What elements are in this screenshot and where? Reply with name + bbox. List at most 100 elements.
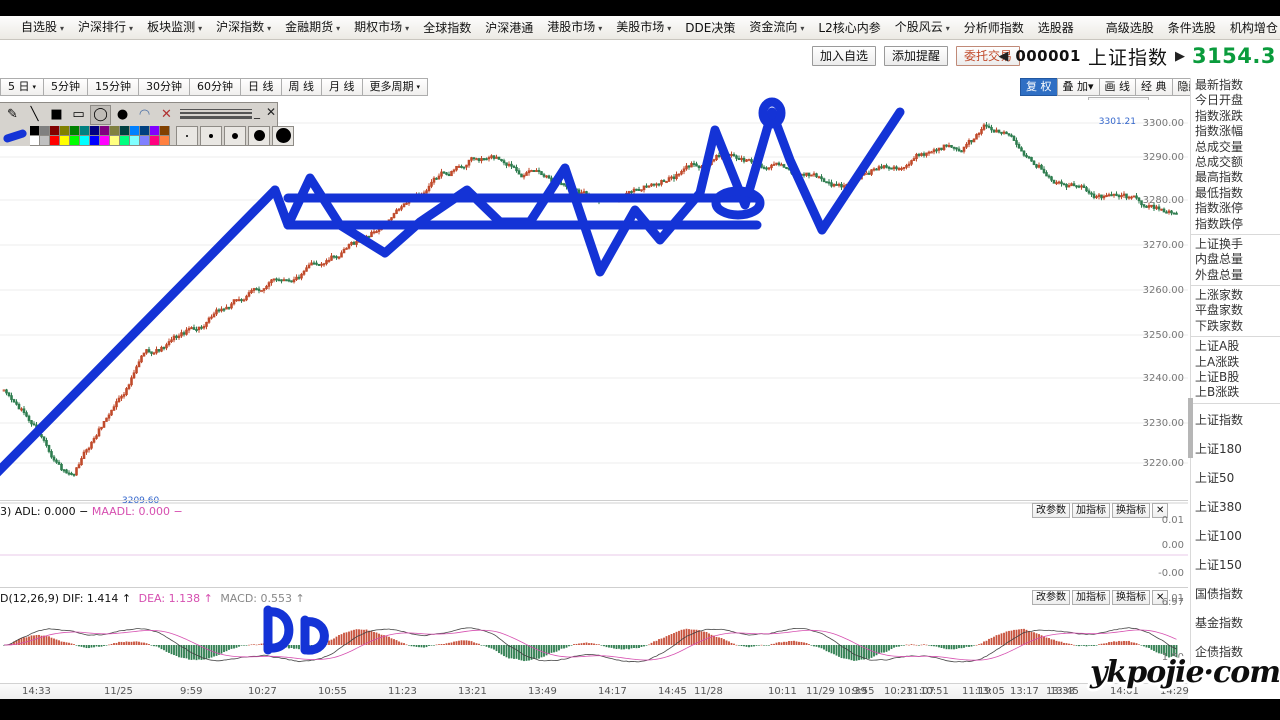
line-width-selector[interactable]: [180, 106, 252, 122]
drawing-toolbar-window[interactable]: ✎ ╲ ■ ▭ ◯ ● ◠ ✕ _ ✕: [0, 102, 294, 146]
color-swatch[interactable]: [80, 135, 90, 146]
color-swatch[interactable]: [150, 125, 160, 136]
color-swatch[interactable]: [130, 135, 140, 146]
sidebar-field-4-8[interactable]: 企债指数: [1195, 644, 1244, 659]
sidebar-field-1-0[interactable]: 上证换手: [1195, 236, 1244, 251]
menu-item-12[interactable]: L2核心内参: [811, 18, 887, 38]
quote-button-0[interactable]: 加入自选: [811, 46, 876, 66]
ellipse-tool-icon[interactable]: ◯: [90, 104, 111, 125]
period-button-6[interactable]: 周 线: [280, 78, 322, 96]
color-swatch[interactable]: [140, 125, 150, 136]
menu-item-1[interactable]: 沪深排行 ▾: [71, 17, 140, 39]
period-button-7[interactable]: 月 线: [321, 78, 362, 96]
menu-item-10[interactable]: DDE决策: [678, 18, 742, 38]
sidebar-field-4-4[interactable]: 上证100: [1195, 528, 1242, 543]
color-swatch[interactable]: [120, 125, 130, 136]
color-swatch[interactable]: [140, 135, 150, 146]
sidebar-field-0-9[interactable]: 指数跌停: [1195, 216, 1244, 231]
line-tool-icon[interactable]: ╲: [24, 104, 45, 125]
period-button-8[interactable]: 更多周期 ▾: [361, 78, 429, 96]
sidebar-field-0-2[interactable]: 指数涨跌: [1195, 108, 1244, 123]
menu-item-6[interactable]: 全球指数: [416, 18, 478, 38]
chart-option-2[interactable]: 画 线: [1098, 78, 1136, 96]
quote-button-2[interactable]: 委托交易: [955, 46, 1020, 66]
color-swatch[interactable]: [160, 135, 170, 146]
color-swatch[interactable]: [40, 125, 50, 136]
sidebar-field-3-2[interactable]: 上证B股: [1195, 370, 1240, 385]
menu-item-13[interactable]: 个股风云 ▾: [888, 17, 957, 39]
panel-button-1[interactable]: 加指标: [1072, 503, 1110, 518]
brush-size-3[interactable]: [248, 125, 270, 146]
sidebar-field-2-1[interactable]: 平盘家数: [1195, 303, 1244, 318]
color-swatch[interactable]: [70, 135, 80, 146]
period-button-1[interactable]: 5分钟: [43, 78, 88, 96]
color-swatch[interactable]: [110, 135, 120, 146]
color-swatch[interactable]: [60, 135, 70, 146]
sidebar-field-4-0[interactable]: 上证指数: [1195, 412, 1244, 427]
color-swatch[interactable]: [70, 125, 80, 136]
menu-item-4[interactable]: 金融期货 ▾: [278, 17, 347, 39]
color-swatch[interactable]: [100, 125, 110, 136]
sidebar-field-0-4[interactable]: 总成交量: [1195, 139, 1244, 154]
sidebar-field-4-5[interactable]: 上证150: [1195, 557, 1242, 572]
panel-button-0[interactable]: 改参数: [1032, 590, 1070, 605]
rect-tool-icon[interactable]: ▭: [68, 104, 89, 125]
sidebar-field-0-1[interactable]: 今日开盘: [1195, 93, 1244, 108]
menu-item-0[interactable]: 自选股 ▾: [14, 17, 71, 39]
color-swatch[interactable]: [100, 135, 110, 146]
color-swatch[interactable]: [30, 135, 40, 146]
sidebar-field-3-3[interactable]: 上B涨跌: [1195, 385, 1240, 400]
menu-item-15[interactable]: 选股器: [1031, 18, 1081, 38]
color-swatch[interactable]: [30, 125, 40, 136]
index-field-sidebar[interactable]: 最新指数 今日开盘 指数涨跌 指数涨幅 总成交量 总成交额 最高指数 最低指数 指数涨停 指数跌停…: [1188, 78, 1280, 684]
color-swatch[interactable]: [40, 135, 50, 146]
color-swatch[interactable]: [50, 135, 60, 146]
menu-item-16[interactable]: 高级选股: [1099, 18, 1161, 38]
sidebar-field-2-0[interactable]: 上涨家数: [1195, 288, 1244, 303]
sidebar-field-4-1[interactable]: 上证180: [1195, 441, 1242, 456]
color-swatch[interactable]: [150, 135, 160, 146]
color-swatch-grid[interactable]: [30, 125, 170, 146]
panel-button-2[interactable]: 换指标: [1112, 503, 1150, 518]
minimize-icon[interactable]: _: [254, 105, 260, 119]
next-symbol-arrow[interactable]: ▶: [1174, 48, 1185, 64]
brush-size-0[interactable]: [176, 125, 198, 146]
sidebar-field-1-2[interactable]: 外盘总量: [1195, 267, 1244, 282]
sidebar-field-2-2[interactable]: 下跌家数: [1195, 318, 1244, 333]
close-icon[interactable]: ✕: [266, 105, 277, 119]
sidebar-field-3-0[interactable]: 上证A股: [1195, 339, 1240, 354]
menu-item-3[interactable]: 沪深指数 ▾: [209, 17, 278, 39]
color-swatch[interactable]: [160, 125, 170, 136]
panel-button-0[interactable]: 改参数: [1032, 503, 1070, 518]
quote-button-1[interactable]: 添加提醒: [883, 46, 948, 66]
sidebar-field-1-1[interactable]: 内盘总量: [1195, 252, 1244, 267]
sidebar-field-3-1[interactable]: 上A涨跌: [1195, 354, 1240, 369]
brush-size-4[interactable]: [272, 125, 294, 146]
sidebar-field-4-2[interactable]: 上证50: [1195, 470, 1235, 485]
color-swatch[interactable]: [50, 125, 60, 136]
period-button-4[interactable]: 60分钟: [189, 78, 241, 96]
chart-option-1[interactable]: 叠 加 ▾: [1056, 78, 1099, 96]
sidebar-scrollbar[interactable]: [1188, 398, 1193, 458]
panel-button-1[interactable]: 加指标: [1072, 590, 1110, 605]
panel-button-2[interactable]: 换指标: [1112, 590, 1150, 605]
brush-size-2[interactable]: [224, 125, 246, 146]
menu-item-14[interactable]: 分析师指数: [957, 18, 1031, 38]
chart-option-0[interactable]: 复 权: [1020, 78, 1057, 96]
menu-item-17[interactable]: 条件选股: [1161, 18, 1223, 38]
color-swatch[interactable]: [90, 135, 100, 146]
menu-item-9[interactable]: 美股市场 ▾: [609, 17, 678, 39]
period-button-2[interactable]: 15分钟: [87, 78, 139, 96]
period-button-3[interactable]: 30分钟: [138, 78, 190, 96]
menu-item-8[interactable]: 港股市场 ▾: [540, 17, 609, 39]
sidebar-field-0-3[interactable]: 指数涨幅: [1195, 124, 1244, 139]
sidebar-field-0-7[interactable]: 最低指数: [1195, 185, 1244, 200]
sidebar-field-0-0[interactable]: 最新指数: [1195, 78, 1244, 92]
brush-size-1[interactable]: [200, 125, 222, 146]
delete-tool-icon[interactable]: ✕: [156, 104, 177, 125]
menu-item-7[interactable]: 沪深港通: [478, 18, 540, 38]
sidebar-field-4-6[interactable]: 国债指数: [1195, 586, 1244, 601]
period-button-0[interactable]: 5 日 ▾: [0, 78, 44, 96]
menu-item-2[interactable]: 板块监测 ▾: [140, 17, 209, 39]
menu-item-11[interactable]: 资金流向 ▾: [742, 17, 811, 39]
